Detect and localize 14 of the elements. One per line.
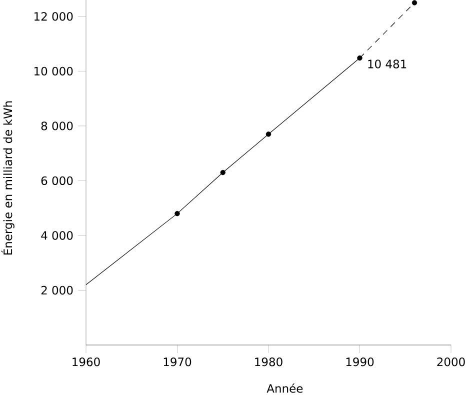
y-tick-label: 6 000 [41, 176, 73, 186]
x-tick-label: 2000 [437, 358, 465, 366]
y-tick-label: 12 000 [34, 12, 73, 21]
data-label: 10 481 [368, 60, 406, 68]
x-tick-label: 1970 [164, 358, 192, 366]
y-tick-label: 8 000 [41, 122, 73, 130]
x-axis-title: Année [266, 383, 303, 393]
x-tick-label: 1980 [255, 358, 282, 366]
x-tick-label: 1960 [72, 358, 100, 366]
x-tick-label: 1990 [346, 358, 374, 366]
y-tick-label: 2 000 [41, 286, 73, 295]
y-axis-title: Énergie en milliard de kWh [1, 101, 14, 255]
y-tick-label: 4 000 [41, 231, 73, 240]
y-tick-label: 10 000 [34, 66, 73, 76]
